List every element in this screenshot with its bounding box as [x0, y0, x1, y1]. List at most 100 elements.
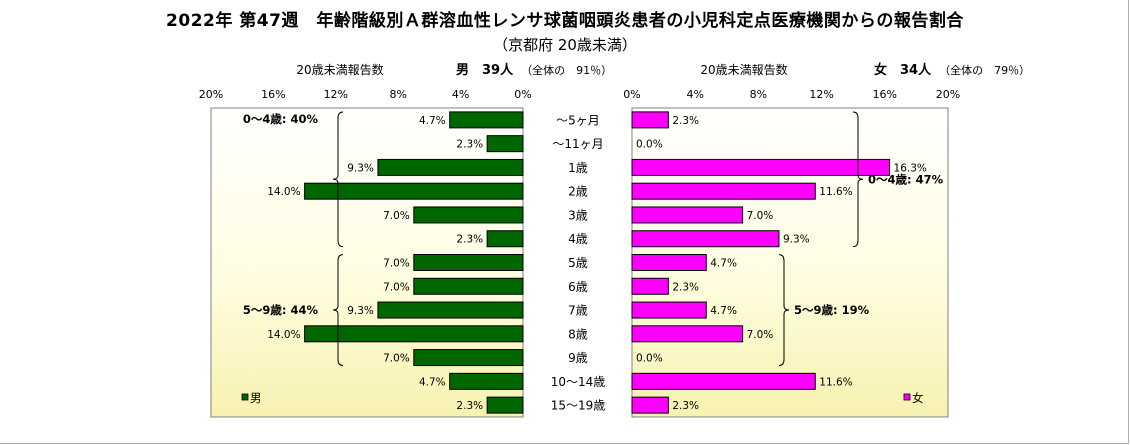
- male-data-label: 7.0%: [383, 258, 410, 270]
- female-tick-label: 8%: [750, 88, 767, 101]
- female-data-label: 2.3%: [672, 400, 699, 412]
- female-data-label: 0.0%: [636, 139, 663, 151]
- category-label: 3歳: [568, 208, 588, 222]
- female-group-brace: [852, 111, 864, 248]
- male-data-label: 2.3%: [456, 139, 483, 151]
- female-bar: [631, 182, 816, 200]
- male-data-label: 7.0%: [383, 210, 410, 222]
- female-data-label: 16.3%: [894, 162, 927, 174]
- male-bar: [486, 396, 524, 414]
- female-data-label: 4.7%: [710, 305, 737, 317]
- male-summary-count: 男 39人: [456, 62, 514, 78]
- male-data-label: 4.7%: [419, 115, 446, 127]
- female-bar: [631, 301, 707, 319]
- male-bar: [304, 325, 524, 343]
- male-data-label: 14.0%: [267, 186, 300, 198]
- female-axis-title: 20歳未満報告数: [700, 62, 787, 77]
- male-axis-title: 20歳未満報告数: [296, 62, 383, 77]
- male-bar: [413, 206, 524, 224]
- male-bar: [377, 301, 524, 319]
- female-data-label: 4.7%: [710, 258, 737, 270]
- male-tick-label: 8%: [389, 88, 406, 101]
- female-data-label: 0.0%: [636, 353, 663, 365]
- male-data-label: 14.0%: [267, 329, 300, 341]
- male-panel: 20歳未満報告数 男 39人 （全体の 91％） 0% 4% 8% 12% 16% 20% 4.7…: [199, 62, 612, 418]
- category-label: 2歳: [568, 185, 588, 199]
- male-tick-label: 12%: [324, 88, 348, 101]
- male-tick-label: 0%: [514, 88, 531, 101]
- male-tick-label: 20%: [199, 88, 223, 101]
- category-label: 4歳: [568, 232, 588, 246]
- female-data-label: 2.3%: [672, 281, 699, 293]
- female-bar: [631, 325, 744, 343]
- category-label: 15～19歳: [551, 399, 606, 413]
- female-tick-label: 20%: [936, 88, 960, 101]
- category-label: 7歳: [568, 304, 588, 318]
- male-bar: [486, 230, 524, 248]
- female-data-label: 2.3%: [672, 115, 699, 127]
- female-summary-share: （全体の 79％）: [939, 63, 1030, 77]
- category-label: 9歳: [568, 351, 588, 365]
- male-group-brace: [332, 254, 344, 366]
- category-label: 6歳: [568, 280, 588, 294]
- male-bar: [449, 111, 524, 129]
- female-data-label: 11.6%: [819, 186, 852, 198]
- female-tick-label: 0%: [623, 88, 640, 101]
- male-group-label: 0～4歳: 40%: [243, 112, 319, 126]
- male-tick-label: 4%: [452, 88, 469, 101]
- category-label: ～11ヶ月: [552, 137, 603, 151]
- female-data-label: 9.3%: [783, 234, 810, 246]
- female-data-label: 7.0%: [747, 329, 774, 341]
- male-tick-label: 16%: [261, 88, 285, 101]
- male-data-label: 7.0%: [383, 281, 410, 293]
- female-group-brace: [778, 254, 790, 366]
- female-bar: [631, 206, 744, 224]
- female-summary: 女 34人 （全体の 79％）: [874, 62, 1030, 78]
- male-data-label: 9.3%: [347, 162, 374, 174]
- male-bar: [377, 158, 524, 176]
- female-bar: [631, 230, 780, 248]
- male-bar: [413, 349, 524, 367]
- male-bar: [304, 182, 524, 200]
- male-bar: [449, 372, 524, 390]
- male-bar: [413, 254, 524, 271]
- female-tick-label: 4%: [686, 88, 703, 101]
- male-bar: [413, 277, 524, 295]
- male-legend-swatch: [241, 393, 249, 401]
- female-data-label: 7.0%: [747, 210, 774, 222]
- female-group-label: 5～9歳: 19%: [794, 303, 870, 317]
- male-legend-label: 男: [250, 391, 262, 405]
- male-summary-share: （全体の 91％）: [521, 63, 612, 77]
- female-bar: [631, 158, 891, 176]
- female-tick-label: 16%: [873, 88, 897, 101]
- female-bar: [631, 372, 816, 390]
- category-label: 1歳: [568, 161, 588, 175]
- category-label: 8歳: [568, 327, 588, 341]
- male-data-label: 2.3%: [456, 234, 483, 246]
- female-bar: [631, 396, 669, 414]
- male-bar: [486, 135, 524, 153]
- category-label: 5歳: [568, 256, 588, 270]
- male-summary: 男 39人 （全体の 91％）: [456, 62, 612, 78]
- male-group-label: 5～9歳: 44%: [243, 303, 319, 317]
- category-label: 10～14歳: [551, 375, 606, 389]
- female-bar: [631, 254, 707, 271]
- female-legend-swatch: [903, 393, 911, 401]
- category-labels: ～5ヶ月 ～11ヶ月 1歳 2歳 3歳 4歳 5歳 6歳 7歳 8歳 9歳 10～14歳 15～19歳: [551, 113, 606, 412]
- male-data-label: 2.3%: [456, 400, 483, 412]
- chart-subtitle: （京都府 20歳未満）: [493, 36, 637, 54]
- female-group-label: 0～4歳: 47%: [868, 172, 944, 186]
- female-bar: [631, 277, 669, 295]
- female-data-label: 11.6%: [819, 376, 852, 388]
- male-group-brace: [332, 111, 344, 248]
- female-summary-count: 女 34人: [874, 62, 932, 78]
- female-bar: [631, 111, 669, 129]
- female-legend-label: 女: [912, 391, 924, 405]
- female-tick-label: 12%: [809, 88, 833, 101]
- male-data-label: 7.0%: [383, 353, 410, 365]
- male-data-label: 4.7%: [419, 376, 446, 388]
- category-label: ～5ヶ月: [556, 113, 600, 127]
- female-panel: 20歳未満報告数 女 34人 （全体の 79％） 0% 4% 8% 12% 16% 20% 2.3…: [623, 62, 1030, 418]
